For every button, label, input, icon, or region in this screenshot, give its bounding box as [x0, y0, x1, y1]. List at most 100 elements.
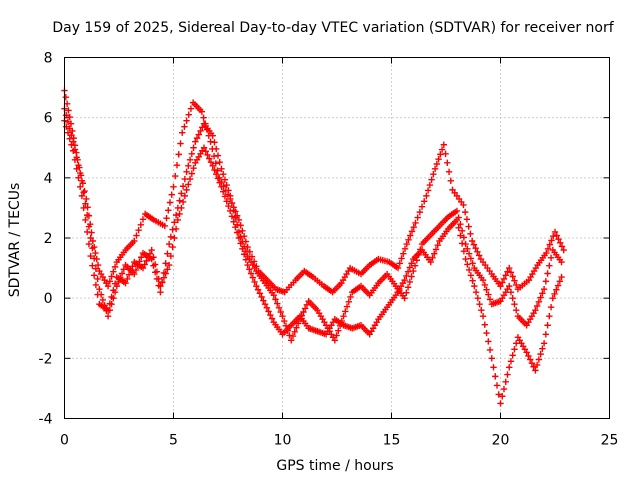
data-point [135, 226, 142, 234]
data-point [66, 125, 73, 132]
data-point [213, 171, 220, 178]
data-point [188, 150, 196, 157]
data-point [406, 278, 414, 286]
data-point [221, 176, 229, 183]
data-point [233, 229, 241, 236]
data-point [453, 207, 461, 215]
data-point [171, 234, 178, 242]
data-point [394, 264, 402, 272]
data-point [553, 286, 560, 293]
data-point [200, 144, 208, 151]
data-point [190, 165, 197, 172]
data-point [244, 261, 251, 269]
data-point [94, 291, 101, 298]
data-point [68, 131, 75, 139]
data-point [486, 296, 494, 303]
data-point [66, 135, 73, 142]
data-point [110, 268, 117, 275]
x-tick-label: 15 [383, 433, 401, 449]
data-point [438, 146, 446, 153]
data-point [486, 346, 494, 354]
data-point [186, 175, 194, 183]
data-point [509, 352, 516, 359]
data-point [104, 313, 112, 320]
data-point [535, 356, 543, 363]
data-point [542, 331, 550, 338]
y-tick-label: 0 [44, 291, 53, 307]
data-point [426, 181, 434, 189]
data-point [64, 129, 72, 136]
data-point [500, 385, 508, 393]
data-point [272, 296, 279, 303]
data-point [155, 275, 162, 283]
data-point [171, 219, 178, 226]
data-point [474, 248, 481, 256]
data-point [416, 208, 424, 216]
data-point [414, 214, 421, 221]
data-point [525, 352, 532, 360]
data-point [547, 254, 555, 262]
data-point [162, 270, 169, 277]
data-point [169, 243, 176, 251]
data-point [179, 198, 187, 206]
data-point [92, 249, 99, 257]
data-point [499, 393, 506, 400]
data-point [500, 275, 508, 283]
data-point [506, 264, 513, 272]
data-point [186, 156, 194, 163]
data-point [445, 168, 453, 176]
data-point [153, 268, 161, 275]
data-point [187, 105, 195, 112]
data-point [209, 132, 216, 139]
data-point [483, 286, 490, 293]
y-tick-label: 4 [44, 171, 53, 187]
data-point [537, 294, 544, 301]
data-point [232, 214, 239, 221]
data-point [198, 108, 206, 115]
data-point [204, 151, 211, 159]
data-point [200, 114, 207, 121]
data-point [458, 240, 466, 247]
data-point [158, 278, 166, 286]
data-point [410, 223, 417, 231]
data-point [232, 223, 239, 231]
data-point [472, 288, 480, 296]
data-point [68, 141, 75, 148]
data-point [408, 228, 416, 235]
data-point [458, 227, 466, 234]
data-point [129, 263, 136, 270]
data-point [239, 227, 246, 234]
data-point [85, 223, 93, 230]
data-point [460, 248, 468, 255]
data-point [465, 266, 473, 274]
data-point [216, 179, 223, 186]
y-axis-label: SDTVAR / TECUs [7, 183, 23, 298]
data-point [461, 208, 469, 216]
data-point [478, 307, 485, 314]
data-point [509, 273, 516, 280]
data-point [507, 288, 515, 296]
data-point [226, 207, 234, 215]
data-point [530, 363, 537, 370]
data-point [166, 199, 174, 206]
data-point [506, 282, 513, 290]
data-point [471, 282, 478, 290]
data-point [185, 181, 192, 188]
data-point [288, 337, 295, 344]
data-point [507, 358, 515, 365]
data-point [400, 250, 407, 257]
chart-title: Day 159 of 2025, Sidereal Day-to-day VTE… [52, 20, 614, 36]
data-point [544, 270, 551, 277]
data-point [340, 313, 347, 320]
data-point [94, 275, 101, 283]
data-point [546, 262, 553, 269]
data-point [512, 281, 520, 289]
data-point [539, 345, 546, 352]
data-point [172, 225, 180, 233]
data-point [216, 158, 223, 166]
y-tick-label: 2 [44, 231, 53, 247]
data-point [228, 199, 236, 207]
data-point [202, 148, 209, 155]
data-point [301, 305, 309, 312]
x-tick-label: 10 [274, 433, 292, 449]
